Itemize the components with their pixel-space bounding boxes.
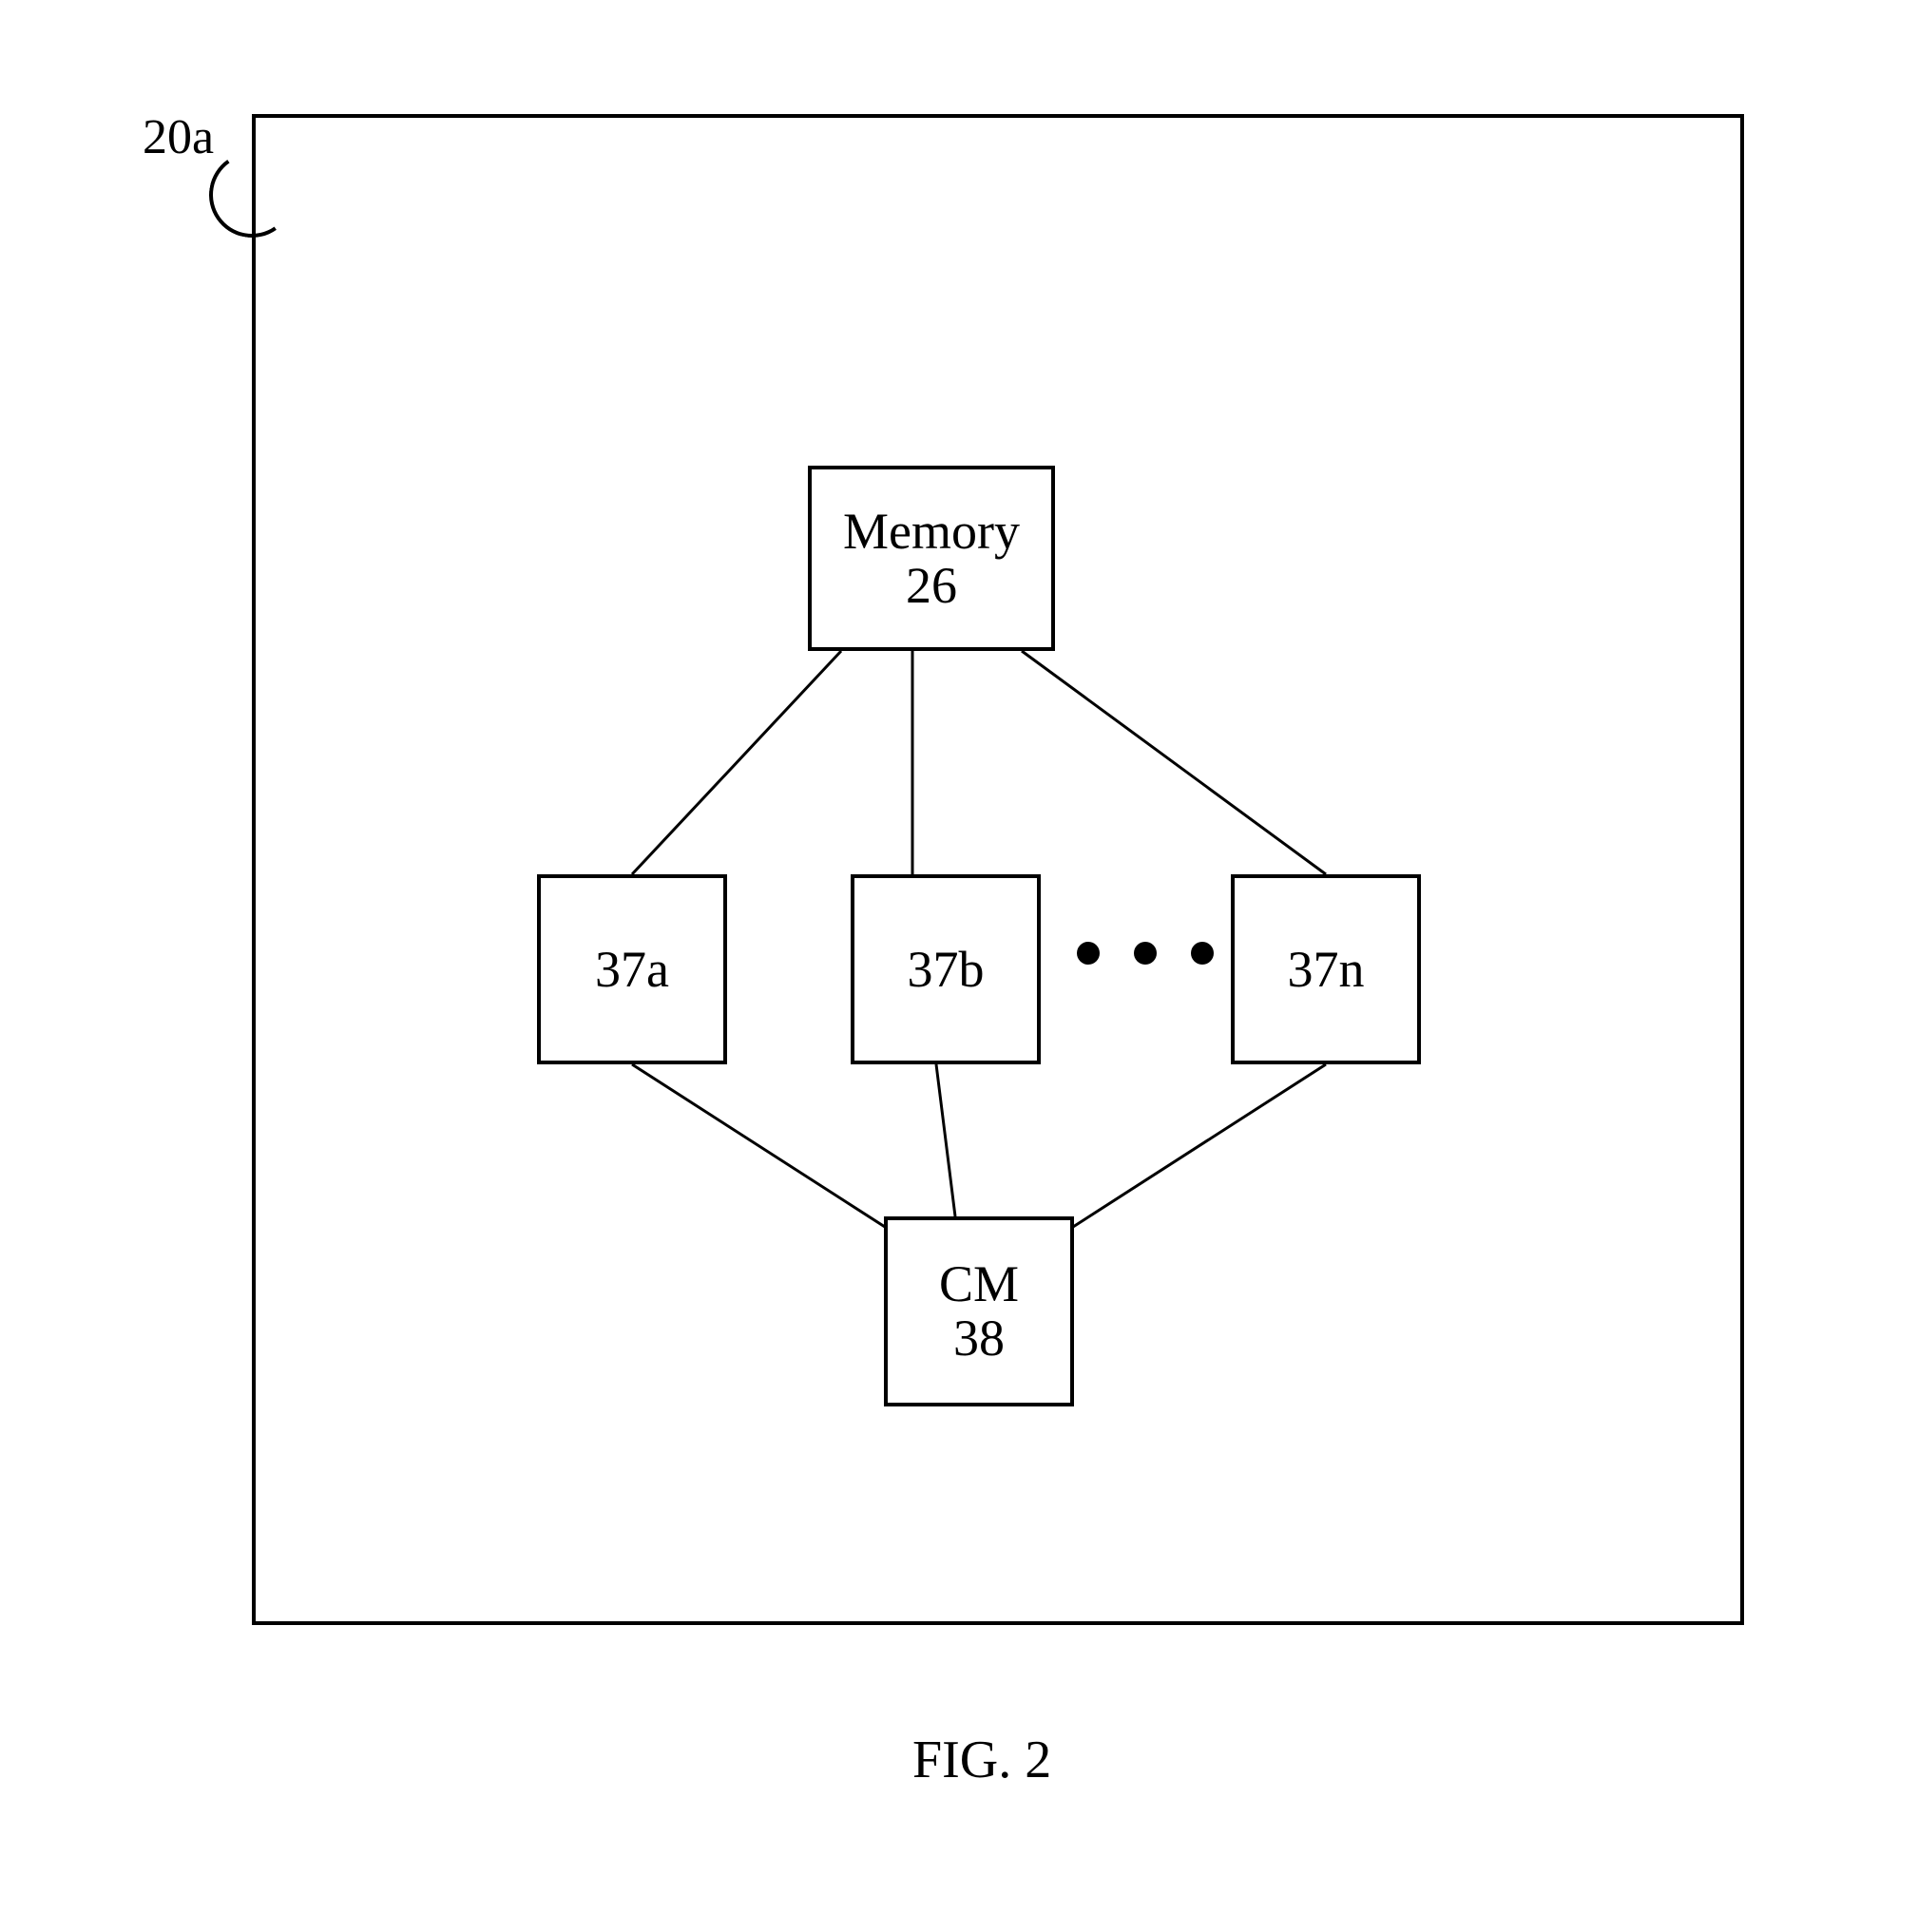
node-text: 38 [953,1311,1005,1366]
node-n37a: 37a [537,874,727,1064]
node-text: 26 [906,559,957,613]
ellipsis-dot [1134,942,1157,965]
node-n37b: 37b [851,874,1041,1064]
node-text: 37a [595,943,669,997]
node-memory: Memory26 [808,466,1055,651]
node-text: 37b [908,943,985,997]
node-text: 37n [1288,943,1365,997]
node-text: Memory [843,505,1020,559]
ellipsis-dot [1191,942,1214,965]
figure-caption: FIG. 2 [912,1730,1051,1790]
node-cm: CM38 [884,1216,1074,1406]
outer-label: 20a [143,109,214,165]
figure-page: 20a FIG. 2 Memory26 37a 37b 37n CM38 [0,0,1918,1932]
node-text: CM [939,1257,1019,1311]
ellipsis-dot [1077,942,1100,965]
node-n37n: 37n [1231,874,1421,1064]
